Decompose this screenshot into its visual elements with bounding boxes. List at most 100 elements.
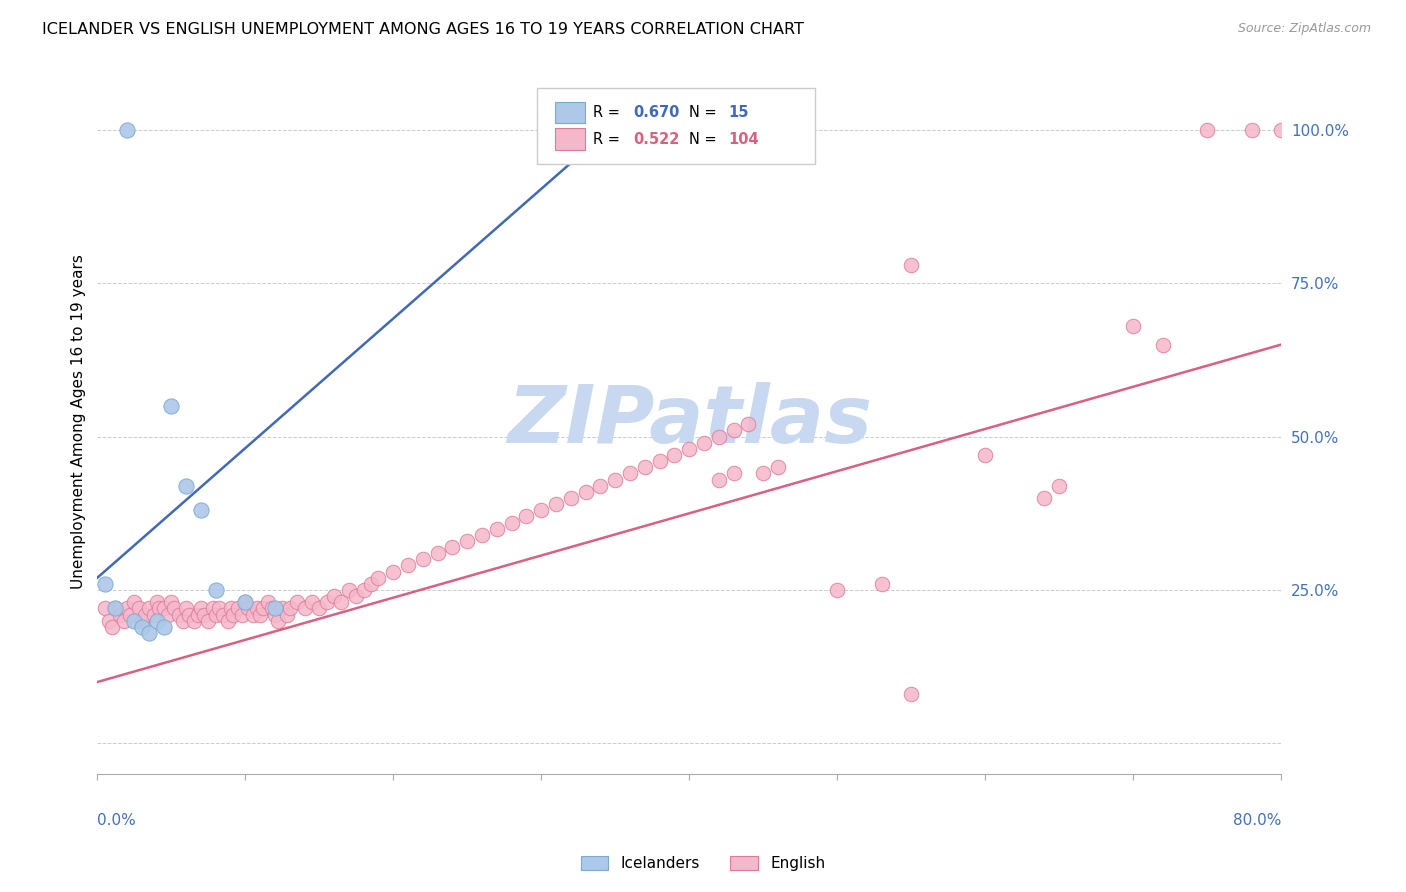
Point [1047, 479, 1070, 493]
Point [157, 607, 180, 622]
Point [94, 601, 117, 615]
Point [190, 601, 212, 615]
Point [112, 614, 135, 628]
Text: 0.0%: 0.0% [97, 813, 136, 828]
Point [242, 607, 264, 622]
Point [396, 558, 419, 573]
Point [589, 479, 612, 493]
Point [515, 509, 537, 524]
Point [131, 614, 153, 628]
Point [204, 582, 226, 597]
Point [382, 565, 405, 579]
Point [752, 467, 775, 481]
Point [145, 595, 167, 609]
Point [98, 614, 121, 628]
Point [294, 601, 316, 615]
Point [177, 607, 200, 622]
Point [160, 595, 183, 609]
Point [222, 607, 245, 622]
Point [264, 601, 287, 615]
Point [163, 601, 186, 615]
Point [197, 614, 219, 628]
Point [104, 601, 127, 615]
Point [160, 399, 183, 413]
Point [308, 601, 330, 615]
Point [900, 258, 922, 272]
Point [249, 607, 271, 622]
Point [278, 601, 301, 615]
Text: Source: ZipAtlas.com: Source: ZipAtlas.com [1237, 22, 1371, 36]
FancyBboxPatch shape [537, 87, 814, 164]
Point [138, 601, 160, 615]
Point [219, 601, 242, 615]
Point [485, 522, 508, 536]
Point [256, 595, 278, 609]
Point [723, 424, 745, 438]
Point [456, 533, 478, 548]
Point [337, 582, 360, 597]
Point [501, 516, 523, 530]
Point [115, 601, 138, 615]
Point [167, 607, 190, 622]
Point [252, 601, 274, 615]
Point [260, 601, 283, 615]
Legend: Icelanders, English: Icelanders, English [575, 849, 831, 877]
Point [301, 595, 323, 609]
Point [575, 484, 598, 499]
Point [1122, 319, 1144, 334]
Point [330, 595, 353, 609]
Point [825, 582, 848, 597]
Point [172, 614, 194, 628]
Point [204, 607, 226, 622]
Point [707, 473, 730, 487]
Point [693, 435, 716, 450]
Point [766, 460, 789, 475]
Point [634, 460, 657, 475]
Point [560, 491, 582, 505]
Point [134, 607, 156, 622]
Point [367, 571, 389, 585]
Point [264, 607, 287, 622]
Point [94, 577, 117, 591]
Point [124, 595, 146, 609]
Point [131, 620, 153, 634]
Point [190, 503, 212, 517]
Point [174, 479, 197, 493]
Point [233, 595, 256, 609]
Text: 80.0%: 80.0% [1233, 813, 1281, 828]
Point [212, 607, 235, 622]
Point [285, 595, 308, 609]
Point [360, 577, 382, 591]
Point [648, 454, 671, 468]
Point [441, 540, 464, 554]
Point [193, 607, 215, 622]
Point [344, 589, 367, 603]
Text: ZIPatlas: ZIPatlas [506, 383, 872, 460]
Point [1033, 491, 1056, 505]
Text: 0.670: 0.670 [634, 104, 681, 120]
Point [187, 607, 209, 622]
Point [226, 601, 249, 615]
Point [707, 429, 730, 443]
Point [174, 601, 197, 615]
Point [723, 467, 745, 481]
Point [426, 546, 449, 560]
Point [153, 620, 176, 634]
Point [233, 595, 256, 609]
Point [678, 442, 700, 456]
Point [138, 626, 160, 640]
Point [142, 607, 165, 622]
Point [231, 607, 253, 622]
Point [870, 577, 893, 591]
Text: N =: N = [689, 132, 721, 146]
Point [544, 497, 567, 511]
Point [315, 595, 337, 609]
Point [101, 620, 124, 634]
Point [530, 503, 553, 517]
Point [153, 601, 176, 615]
Point [108, 607, 131, 622]
Point [737, 417, 759, 432]
FancyBboxPatch shape [555, 102, 585, 123]
Y-axis label: Unemployment Among Ages 16 to 19 years: Unemployment Among Ages 16 to 19 years [72, 254, 86, 589]
Point [115, 123, 138, 137]
